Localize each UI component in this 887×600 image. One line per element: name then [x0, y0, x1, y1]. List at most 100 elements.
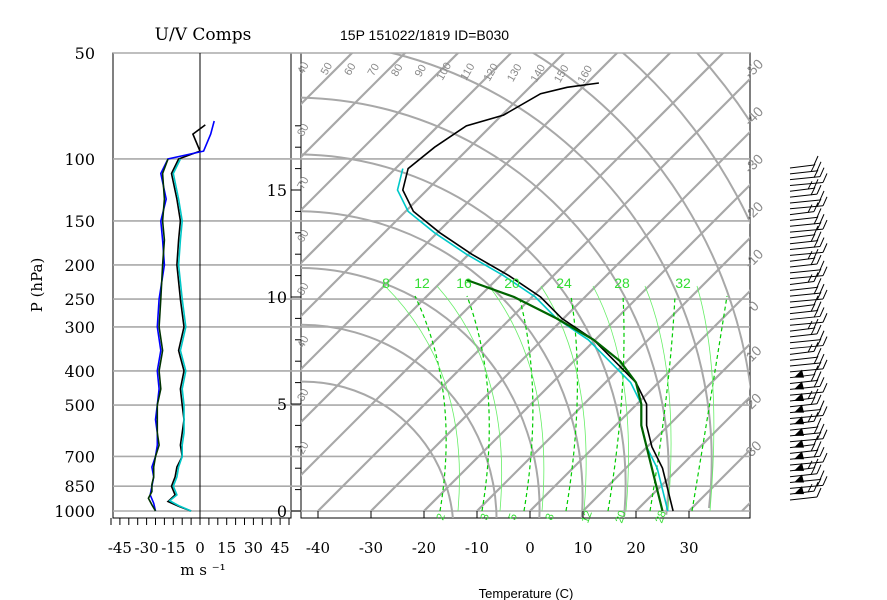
wind-barb	[789, 377, 825, 390]
mixing-ratio-label: 24	[556, 275, 572, 291]
wind-barb	[789, 412, 819, 425]
mixing-ratio-label: 8	[382, 275, 390, 291]
theta-label: 80	[389, 62, 406, 79]
temp-tick-label: 30	[679, 539, 698, 557]
isotherm-label: -50	[741, 56, 767, 82]
wind-barb	[789, 208, 822, 221]
height-tick-label: 10	[267, 288, 287, 307]
skewt-parcel-line	[466, 278, 664, 512]
wind-barb	[789, 307, 825, 320]
wind-barb	[789, 365, 819, 379]
theta-label: 110	[458, 61, 477, 82]
skewt-title: 15P 151022/1819 ID=B030	[340, 27, 509, 43]
temp-tick-label: 10	[573, 539, 592, 557]
wind-barb	[789, 371, 822, 385]
theta-label: 70	[366, 62, 383, 79]
wind-barb	[789, 435, 819, 449]
dry-adiabat-line	[301, 267, 541, 518]
wind-barb	[789, 476, 828, 489]
wind-barb	[789, 353, 825, 367]
uv-x-tick-label: 30	[244, 539, 263, 557]
wind-barb	[789, 400, 825, 414]
isotherm-label: 20	[742, 390, 764, 412]
adiabat-side-label: 60	[295, 228, 312, 245]
isotherm-line	[301, 53, 460, 212]
pressure-tick-label: 100	[64, 150, 95, 169]
pressure-tick-label: 500	[64, 396, 95, 415]
mixing-ratio-line	[518, 295, 534, 512]
wind-barb	[789, 417, 822, 431]
wind-barb	[789, 336, 828, 350]
adiabat-side-label: 30	[295, 387, 312, 404]
wind-barb	[789, 348, 822, 361]
isotherm-line	[476, 236, 750, 512]
wind-barb	[789, 173, 828, 186]
uv-series-line	[166, 124, 206, 512]
adiabat-side-label: 20	[295, 440, 312, 457]
isotherm-label: -10	[741, 246, 767, 272]
mixing-ratio-bottom-label: 5	[506, 512, 519, 522]
wind-barb	[789, 243, 828, 256]
isotherm-line	[370, 130, 750, 512]
wind-barb	[789, 330, 825, 344]
dry-adiabat-line	[301, 210, 584, 518]
wind-barb	[789, 342, 819, 355]
moist-adiabat-line	[540, 285, 587, 512]
mixing-ratio-line	[565, 295, 578, 512]
isotherm-label: 0	[745, 297, 762, 314]
wind-barb	[789, 237, 825, 251]
wind-barb	[789, 487, 822, 501]
wind-barb	[789, 382, 828, 396]
temp-tick-label: 20	[626, 539, 645, 557]
pressure-tick-label: 850	[64, 477, 95, 496]
wind-barb	[789, 260, 825, 274]
isotherm-line	[301, 53, 619, 371]
wind-barb	[789, 167, 825, 181]
wind-barb	[789, 324, 822, 338]
mixing-ratio-bottom-label: 8	[543, 512, 556, 522]
uv-x-tick-label: 15	[217, 539, 236, 557]
theta-label: 160	[576, 64, 596, 86]
isotherm-line	[301, 53, 566, 318]
pressure-tick-label: 200	[64, 256, 95, 275]
wind-barb	[789, 441, 822, 454]
wind-barb	[789, 301, 822, 315]
wind-barb	[789, 429, 828, 443]
dry-adiabat-line	[301, 96, 670, 515]
dry-adiabat-line	[163, 0, 887, 461]
isotherm-label: -30	[741, 151, 767, 177]
moist-adiabat-line	[384, 285, 460, 512]
temp-tick-label: -10	[465, 539, 489, 557]
wind-barb	[789, 196, 828, 210]
wind-barb	[789, 161, 822, 175]
isotherm-line	[582, 342, 750, 512]
wind-barb	[789, 318, 819, 332]
temp-tick-label: -30	[359, 539, 383, 557]
adiabat-side-label: 50	[295, 281, 312, 298]
isotherm-label: -20	[741, 198, 767, 224]
wind-barb	[789, 219, 828, 233]
height-tick-label: 0	[277, 502, 287, 521]
moist-adiabat-line	[488, 285, 545, 512]
skewt-x-axis-label: Temperature (C)	[479, 586, 574, 600]
wind-barb	[789, 184, 822, 198]
mixing-ratio-line	[691, 295, 728, 512]
isotherm-label: -40	[741, 103, 767, 129]
theta-label: 130	[505, 62, 525, 84]
wind-barb	[789, 266, 828, 280]
dry-adiabat-line	[531, 53, 750, 392]
wind-barb	[789, 452, 828, 466]
uv-series-line	[168, 158, 192, 512]
wind-barb	[789, 289, 828, 303]
theta-label: 50	[319, 61, 336, 78]
wind-barb	[789, 313, 828, 326]
pressure-tick-label: 250	[64, 290, 95, 309]
wind-barb	[789, 458, 819, 472]
isotherm-line	[635, 395, 750, 512]
wind-barb	[789, 447, 825, 460]
pressure-tick-label: 400	[64, 362, 95, 381]
wind-barb	[789, 190, 825, 204]
wind-barb	[789, 225, 819, 239]
wind-barb	[789, 248, 819, 262]
